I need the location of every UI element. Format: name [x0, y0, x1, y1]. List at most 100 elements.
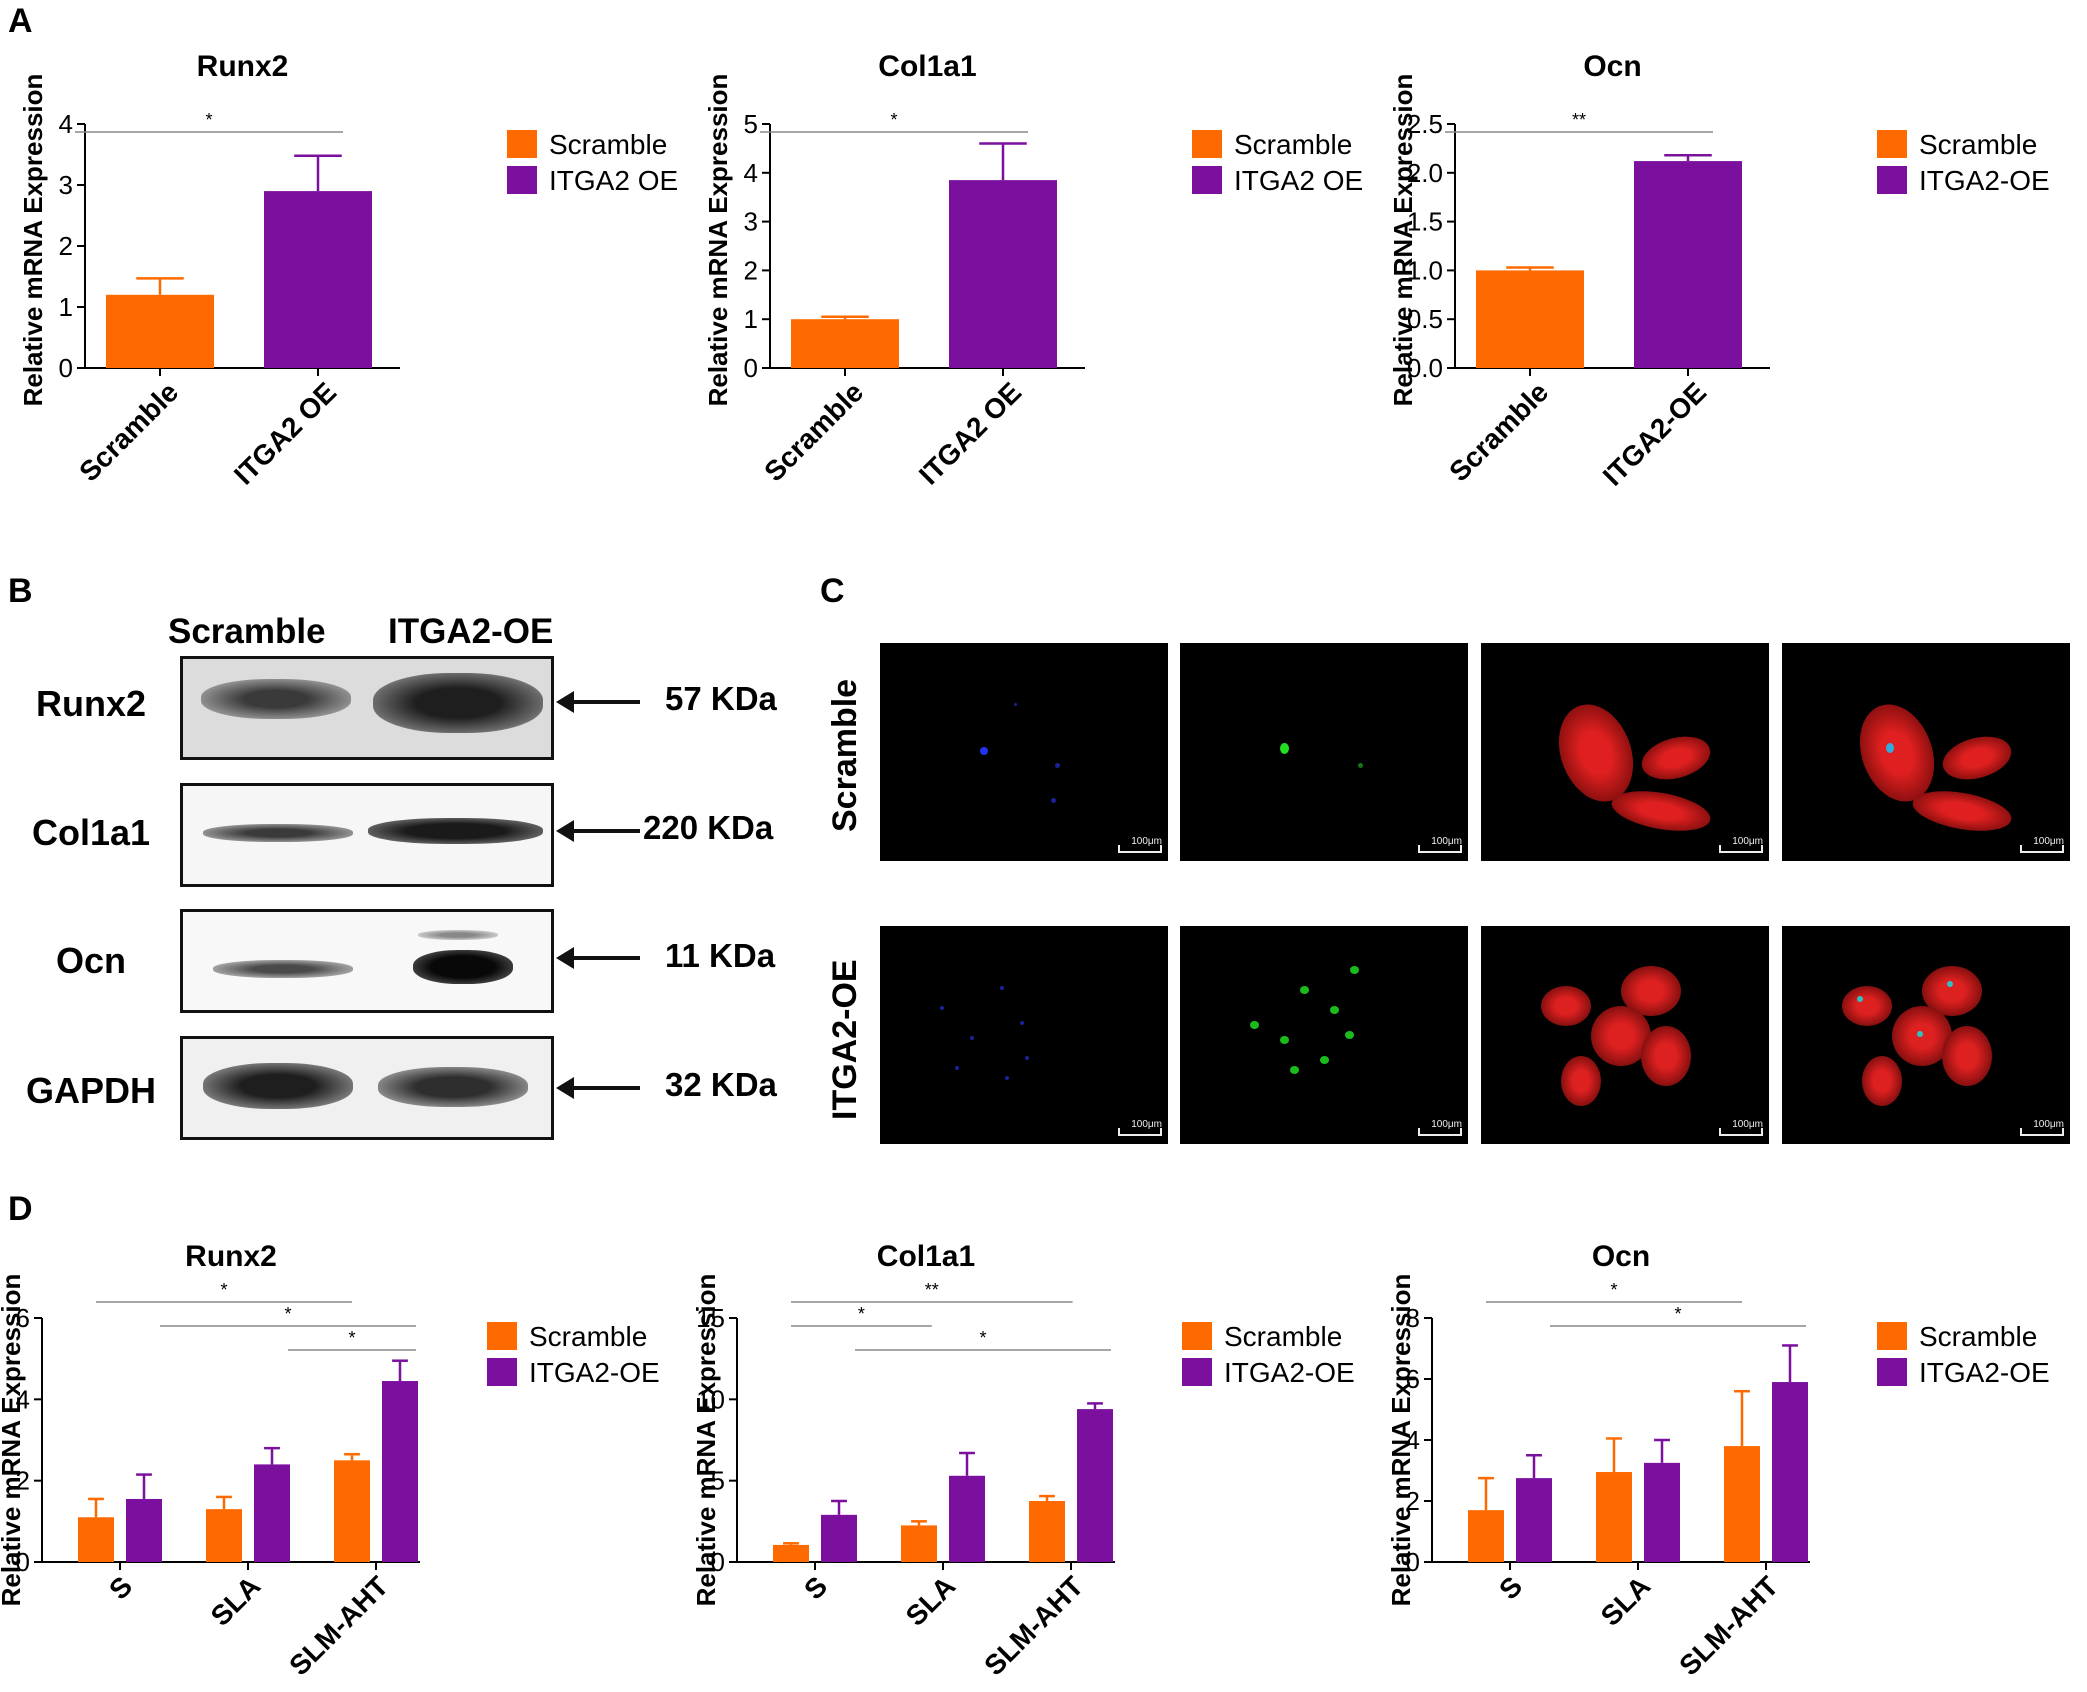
scale-label: 100μm — [1431, 1119, 1462, 1130]
significance-label: * — [284, 1304, 291, 1324]
bar — [1596, 1472, 1632, 1562]
cell — [1862, 1056, 1902, 1106]
significance-label: * — [205, 110, 212, 130]
cell — [1608, 784, 1714, 838]
nucleus — [955, 1066, 959, 1070]
bar — [1077, 1409, 1113, 1562]
significance-label: * — [858, 1304, 865, 1324]
legend-swatch — [1877, 166, 1907, 194]
kda-ocn: 11 KDa — [665, 937, 776, 974]
y-tick-label: 1.5 — [1407, 207, 1443, 237]
scale-label: 100μm — [2033, 836, 2064, 847]
y-tick-label: 4 — [744, 158, 758, 188]
y-tick-label: 2.0 — [1407, 158, 1443, 188]
legend-swatch — [1877, 1358, 1907, 1386]
scale-bar — [2020, 1128, 2064, 1136]
x-tick-label: SLA — [205, 1570, 267, 1632]
image-scramble-actin: 100μm — [1481, 643, 1769, 861]
y-tick-label: 2.5 — [1407, 109, 1443, 139]
legend-label: ITGA2 OE — [1234, 165, 1363, 196]
y-axis-label: Relative mRNA Expression — [695, 1274, 721, 1607]
kda-gapdh: 32 KDa — [665, 1066, 777, 1103]
bar — [106, 294, 214, 368]
image-scramble-merge: 100μm — [1782, 643, 2070, 861]
x-tick-label: SLM-AHT — [283, 1570, 394, 1681]
wb-label-col1a1: Col1a1 — [32, 812, 151, 853]
legend-label: Scramble — [1234, 129, 1352, 160]
chart-a-col1a1: Col1a1 0 1 2 3 4 5 Relative mRNA Expression Scra… — [705, 50, 1363, 491]
y-tick-label: 8 — [1406, 1303, 1420, 1333]
nucleus — [1055, 763, 1060, 768]
cell — [1280, 743, 1289, 754]
nucleus — [1947, 981, 1953, 987]
cell — [1942, 1026, 1992, 1086]
bar — [949, 1475, 985, 1562]
y-axis-label: Relative mRNA Expression — [1390, 1274, 1416, 1607]
wb-blot-runx2 — [180, 656, 554, 760]
scale-bar — [1118, 1128, 1162, 1136]
nucleus — [980, 747, 988, 755]
y-tick-label: 0 — [16, 1547, 30, 1577]
y-tick-label: 2 — [744, 255, 758, 285]
y-tick-label: 0.0 — [1407, 353, 1443, 383]
y-tick-label: 3 — [744, 207, 758, 237]
panel-letter-b: B — [8, 572, 33, 610]
bar — [1772, 1382, 1808, 1562]
cell — [1541, 986, 1591, 1026]
y-tick-label: 0 — [711, 1547, 725, 1577]
x-tick-label: Scramble — [1443, 376, 1554, 487]
image-itga2-oe-actin: 100μm — [1481, 926, 1769, 1144]
panel-letter-d: D — [8, 1190, 33, 1228]
y-axis-label: Relative mRNA Expression — [0, 1274, 26, 1607]
band — [378, 1067, 528, 1107]
y-tick-label: 2 — [59, 231, 73, 261]
cell — [1330, 1006, 1339, 1014]
legend-label: Scramble — [1224, 1321, 1342, 1352]
x-tick-label: ITGA2 OE — [228, 376, 342, 490]
legend-label: ITGA2-OE — [529, 1357, 660, 1388]
y-tick-label: 1.0 — [1407, 255, 1443, 285]
legend-label: Scramble — [1919, 1321, 2037, 1352]
legend-label: ITGA2-OE — [1919, 1357, 2050, 1388]
band — [213, 960, 353, 978]
wb-label-ocn: Ocn — [56, 940, 127, 981]
legend-swatch — [1182, 1358, 1212, 1386]
cell — [1250, 1021, 1259, 1029]
bar — [791, 319, 899, 368]
y-tick-label: 6 — [1406, 1364, 1420, 1394]
legend-swatch — [487, 1322, 517, 1350]
image-itga2-oe-merge: 100μm — [1782, 926, 2070, 1144]
x-tick-label: S — [798, 1570, 833, 1605]
bar — [901, 1525, 937, 1562]
scale-bar — [2020, 845, 2064, 853]
chart-title: Runx2 — [185, 1240, 277, 1273]
x-tick-label: SLM-AHT — [978, 1570, 1089, 1681]
y-tick-label: 6 — [16, 1303, 30, 1333]
bar — [1724, 1446, 1760, 1562]
band — [413, 950, 513, 984]
y-axis-label: Relative mRNA Expression — [20, 74, 48, 407]
image-scramble-dapi: 100μm — [880, 643, 1168, 861]
band — [373, 673, 543, 733]
wb-blot-ocn — [180, 909, 554, 1013]
cell — [1358, 763, 1363, 768]
band — [368, 818, 543, 844]
significance-label: ** — [925, 1280, 939, 1300]
y-tick-label: 1 — [744, 304, 758, 334]
legend-swatch — [1877, 130, 1907, 158]
bar — [78, 1517, 114, 1562]
legend-label: Scramble — [529, 1321, 647, 1352]
x-tick-label: ITGA2-OE — [1597, 376, 1712, 491]
wb-label-runx2: Runx2 — [36, 683, 147, 724]
y-tick-label: 0.5 — [1407, 304, 1443, 334]
panel-letter-a: A — [8, 2, 33, 40]
chart-title: Col1a1 — [878, 50, 976, 83]
arrow-runx2 — [556, 691, 640, 713]
x-tick-label: S — [1493, 1570, 1528, 1605]
bar — [206, 1509, 242, 1562]
scale-bar — [1719, 1128, 1763, 1136]
bar — [1476, 270, 1584, 368]
